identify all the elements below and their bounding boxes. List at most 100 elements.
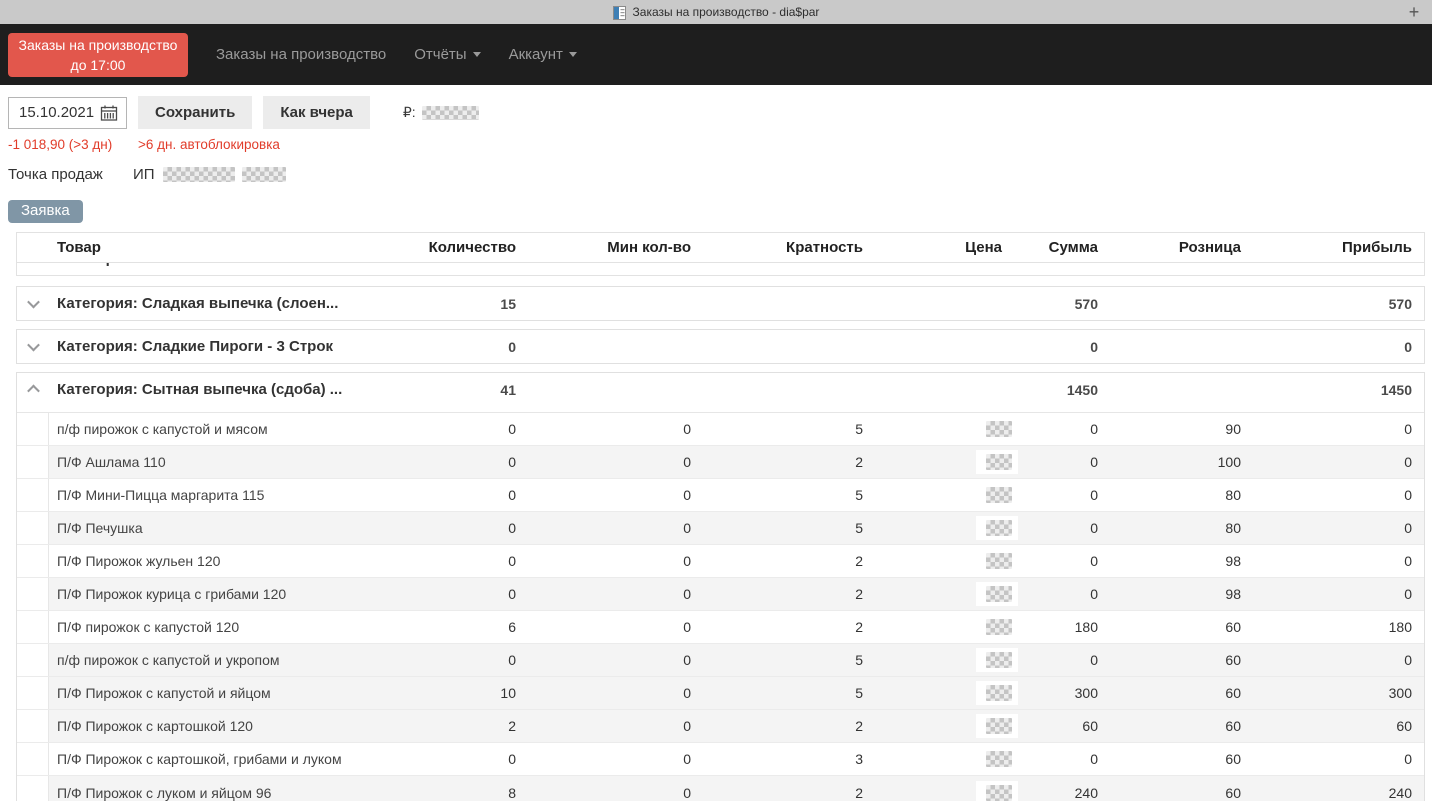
deadline-button[interactable]: Заказы на производство до 17:00 [8,32,188,77]
product-profit: 0 [1404,454,1412,470]
product-row[interactable]: П/Ф Пирожок с луком и яйцом 96 8 0 2 240… [17,776,1424,801]
point-of-sale-row: Точка продаж ИП [8,166,1432,183]
censored-price [986,784,1012,801]
product-profit: 240 [1388,784,1412,801]
product-min-quantity: 0 [683,553,691,569]
product-sum: 300 [1074,685,1098,701]
product-retail: 60 [1225,718,1241,734]
date-input[interactable]: 15.10.2021 [8,96,127,129]
product-quantity: 10 [500,685,516,701]
category-section: Категория: Сытная выпечка (сдоба) ... 41… [16,372,1425,801]
product-row[interactable]: П/Ф Пирожок курица с грибами 120 0 0 2 0… [17,578,1424,611]
product-min-quantity: 0 [683,619,691,635]
product-retail: 60 [1225,652,1241,668]
chevron-icon[interactable] [26,338,40,352]
header-price: Цена [965,239,1002,256]
order-table: Товар Количество Мин кол-во Кратность Це… [16,232,1425,801]
product-profit: 0 [1404,652,1412,668]
censored-price [986,454,1012,470]
product-row[interactable]: П/Ф пирожок с капустой 120 6 0 2 180 60 … [17,611,1424,644]
category-sum: 570 [1074,295,1098,312]
product-row[interactable]: П/Ф Печушка 0 0 5 0 80 0 [17,512,1424,545]
product-sum: 0 [1090,751,1098,767]
product-min-quantity: 0 [683,751,691,767]
product-name: П/Ф Печушка [57,520,143,536]
product-row[interactable]: П/Ф Пирожок с картошкой 120 2 0 2 60 60 … [17,710,1424,743]
product-row[interactable]: п/ф пирожок с капустой и мясом 0 0 5 0 9… [17,413,1424,446]
category-row[interactable]: Категория: Сладкая выпечка (слоен... 15 … [17,287,1424,320]
product-row[interactable]: П/Ф Пирожок с капустой и яйцом 10 0 5 30… [17,677,1424,710]
product-min-quantity: 0 [683,718,691,734]
product-row[interactable]: П/Ф Ашлама 110 0 0 2 0 100 0 [17,446,1424,479]
category-quantity: 15 [500,295,516,312]
category-row[interactable]: Категория: Сладкие Пироги - 3 Строк 0 0 … [17,330,1424,363]
product-retail: 80 [1225,520,1241,536]
nav-item-reports[interactable]: Отчёты [414,46,481,63]
product-sum: 240 [1074,784,1098,801]
product-name: П/Ф Ашлама 110 [57,454,166,470]
product-name: П/Ф пирожок с капустой 120 [57,619,240,635]
product-multiplicity: 2 [855,718,863,734]
product-row[interactable]: П/Ф Мини-Пицца маргарита 115 0 0 5 0 80 … [17,479,1424,512]
censored-price [986,751,1012,767]
new-tab-button[interactable]: + [1408,1,1420,22]
category-products: п/ф пирожок с капустой и мясом 0 0 5 0 9… [17,412,1424,801]
product-row[interactable]: п/ф пирожок с капустой и укропом 0 0 5 0… [17,644,1424,677]
header-multiplicity: Кратность [786,239,863,256]
product-row[interactable]: П/Ф Пирожок с картошкой, грибами и луком… [17,743,1424,776]
product-retail: 60 [1225,619,1241,635]
product-min-quantity: 0 [683,487,691,503]
product-row[interactable]: П/Ф Пирожок жульен 120 0 0 2 0 98 0 [17,545,1424,578]
nav-item-orders[interactable]: Заказы на производство [216,46,387,63]
date-value: 15.10.2021 [19,104,95,121]
product-sum: 0 [1090,454,1098,470]
censored-price [986,619,1012,635]
product-retail: 60 [1225,685,1241,701]
request-button[interactable]: Заявка [8,200,83,223]
top-navbar: Заказы на производство до 17:00 Заказы н… [0,24,1432,85]
product-name: П/Ф Пирожок с картошкой, грибами и луком [57,751,342,767]
product-multiplicity: 2 [855,454,863,470]
header-profit: Прибыль [1342,239,1412,256]
main-content: 15.10.2021 Сохранить Как вчера ₽: [0,96,1432,801]
product-multiplicity: 2 [855,586,863,602]
product-sum: 0 [1090,586,1098,602]
category-name: Категория: Сладкие Пироги - 3 Строк [57,338,333,355]
product-quantity: 6 [508,619,516,635]
save-button[interactable]: Сохранить [138,96,253,129]
product-sum: 0 [1090,487,1098,503]
censored-price [986,685,1012,701]
table-header-box: Товар Количество Мин кол-во Кратность Це… [16,232,1425,276]
table-header-row: Товар Количество Мин кол-во Кратность Це… [17,233,1424,263]
category-name: Категория: Сытная выпечка (сдоба) ... [57,381,343,398]
chevron-icon[interactable] [26,295,40,309]
autoblock-warning: >6 дн. автоблокировка [138,137,280,152]
product-profit: 300 [1388,685,1412,701]
product-sum: 60 [1082,718,1098,734]
caret-down-icon [472,52,481,57]
toolbar: 15.10.2021 Сохранить Как вчера ₽: [8,96,1432,129]
like-yesterday-button[interactable]: Как вчера [263,96,370,129]
browser-tab[interactable]: Заказы на производство - dia$par [0,0,1432,24]
censored-pos-name [162,167,235,182]
category-profit: 1450 [1380,381,1412,398]
product-quantity: 0 [508,586,516,602]
category-quantity: 41 [500,381,516,398]
category-row[interactable]: Категория: Сытная выпечка (сдоба) ... 41… [17,373,1424,406]
product-min-quantity: 0 [683,421,691,437]
product-name: п/ф пирожок с капустой и укропом [57,652,280,668]
product-retail: 60 [1225,751,1241,767]
nav-item-account[interactable]: Аккаунт [509,46,577,63]
product-name: п/ф пирожок с капустой и мясом [57,421,268,437]
chevron-icon[interactable] [26,384,40,398]
product-min-quantity: 0 [683,454,691,470]
product-sum: 0 [1090,520,1098,536]
product-multiplicity: 2 [855,619,863,635]
category-section: Категория: Сладкие Пироги - 3 Строк 0 0 … [16,329,1425,364]
browser-tab-bar: Заказы на производство - dia$par + [0,0,1432,24]
product-min-quantity: 0 [683,586,691,602]
censored-price [986,586,1012,602]
product-quantity: 0 [508,652,516,668]
product-quantity: 0 [508,553,516,569]
calendar-icon[interactable] [100,104,118,122]
